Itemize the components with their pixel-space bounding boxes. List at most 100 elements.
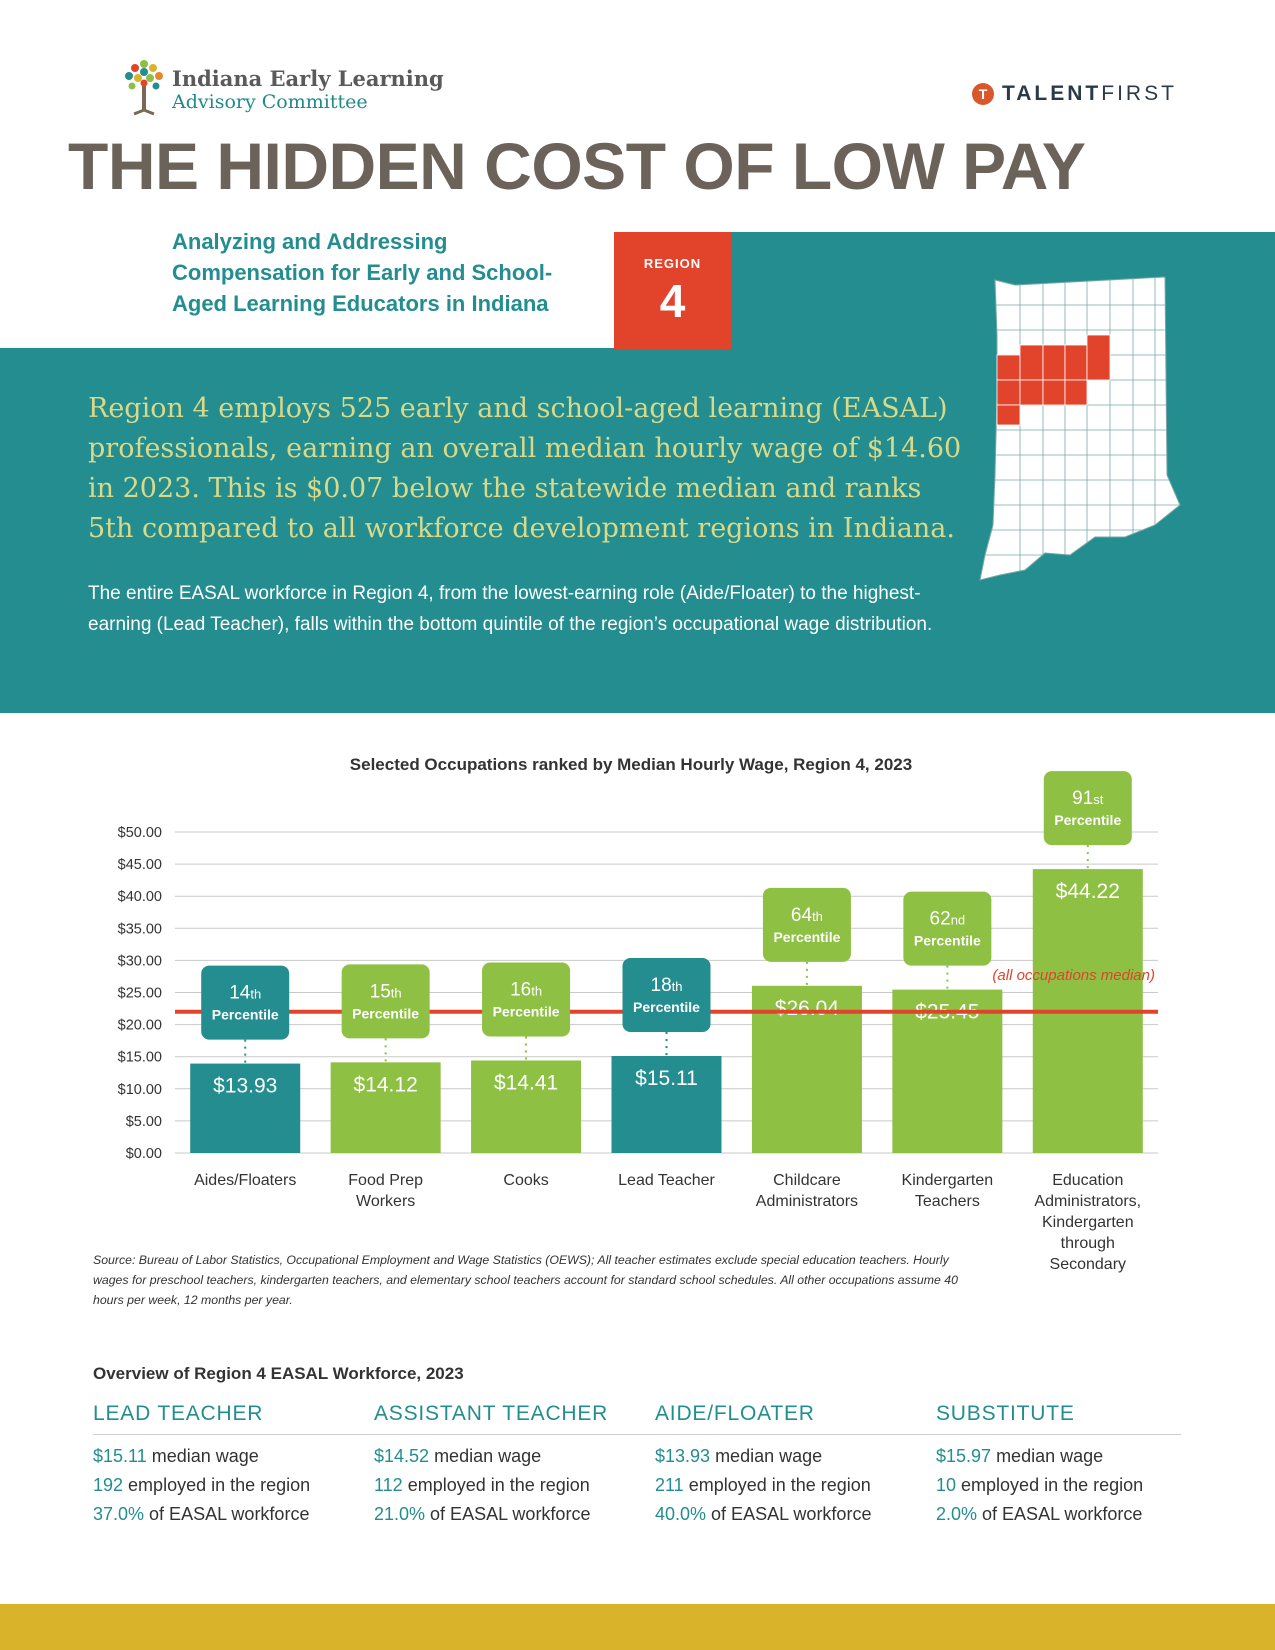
x-tick-label: Aides/Floaters [194, 1172, 296, 1189]
share-text: of EASAL workforce [977, 1504, 1143, 1524]
bar [190, 1063, 301, 1153]
employed-text: employed in the region [956, 1475, 1144, 1495]
percentile-rank: 62nd [930, 909, 966, 930]
percentile-callout [762, 887, 851, 962]
talentfirst-logo: T TALENTFIRST [972, 82, 1177, 106]
wage-value: $15.97 [936, 1446, 992, 1466]
percentile-callout [482, 962, 571, 1037]
y-tick-label: $15.00 [118, 1050, 162, 1066]
y-tick-label: $50.00 [118, 825, 162, 841]
percentile-callout [1043, 771, 1132, 846]
share-text: of EASAL workforce [706, 1504, 872, 1524]
region-number: 4 [659, 275, 686, 327]
wage-text: median wage [991, 1446, 1104, 1466]
bar [471, 1060, 582, 1153]
page-subtitle: Analyzing and Addressing Compensation fo… [172, 229, 553, 316]
tree-logo-icon [125, 60, 163, 116]
employed-text: employed in the region [402, 1475, 590, 1495]
percentile-word: Percentile [633, 999, 700, 1015]
share-value: 2.0% [936, 1504, 978, 1524]
percentile-callouts: 14th Percentile 15th Percentile 16th Percenti… [201, 771, 1132, 1064]
wage-value: $15.11 [93, 1446, 147, 1466]
bar [892, 989, 1003, 1153]
x-axis-labels: Aides/Floaters Food Prep Workers Cooks Lead … [194, 1172, 1141, 1273]
employed-value: 10 [936, 1475, 957, 1495]
overview-wage: $13.93 median wage [655, 1442, 935, 1471]
x-tick-label: Childcare Administrators [756, 1172, 858, 1210]
bar [611, 1055, 722, 1153]
percentile-rank: 16th [510, 979, 542, 1000]
bar-value-label: $44.22 [1056, 880, 1120, 903]
share-value: 40.0% [655, 1504, 707, 1524]
employed-value: 112 [374, 1475, 403, 1495]
x-tick-label: Education Administrators, Kindergarten thro… [1034, 1172, 1141, 1273]
wage-value: $13.93 [655, 1446, 711, 1466]
employed-text: employed in the region [683, 1475, 871, 1495]
bar-value-label: $14.41 [494, 1071, 558, 1094]
bar [330, 1062, 441, 1153]
chart-title: Selected Occupations ranked by Median Ho… [349, 755, 913, 774]
overview-employed: 211 employed in the region [655, 1471, 935, 1500]
overview-wage: $14.52 median wage [374, 1442, 654, 1471]
intro-lead-text: Region 4 employs 525 early and school-ag… [88, 393, 962, 544]
overview-employed: 112 employed in the region [374, 1471, 654, 1500]
percentile-rank: 64th [791, 905, 823, 926]
org-name-line1: Indiana Early Learning [172, 66, 444, 91]
reference-line-label: (all occupations median) [992, 967, 1155, 984]
percentile-rank: 18th [651, 975, 683, 996]
wage-text: median wage [429, 1446, 542, 1466]
indiana-map-icon [979, 276, 1181, 581]
bar-value-label: $14.12 [354, 1073, 418, 1096]
bar-value-label: $15.11 [635, 1067, 698, 1090]
overview-column-aide-floater: AIDE/FLOATER $13.93 median wage 211 empl… [655, 1402, 935, 1529]
share-text: of EASAL workforce [144, 1504, 310, 1524]
x-tick-label: Food Prep Workers [348, 1172, 423, 1210]
y-tick-label: $10.00 [118, 1082, 162, 1098]
overview-share: 37.0% of EASAL workforce [93, 1500, 373, 1529]
overview-heading: ASSISTANT TEACHER [374, 1402, 609, 1425]
percentile-word: Percentile [1054, 812, 1121, 828]
overview-column-lead-teacher: LEAD TEACHER $15.11 median wage 192 empl… [93, 1402, 373, 1529]
percentile-word: Percentile [493, 1003, 560, 1019]
y-tick-label: $30.00 [118, 953, 162, 969]
x-tick-label: Cooks [503, 1172, 548, 1189]
chart-bars: $13.93 $14.12 $14.41 $15.11$26.04 $25.45$44.… [190, 869, 1143, 1153]
overview-share: 21.0% of EASAL workforce [374, 1500, 654, 1529]
x-tick-label: Lead Teacher [618, 1172, 715, 1189]
percentile-word: Percentile [212, 1007, 279, 1023]
overview-share: 40.0% of EASAL workforce [655, 1500, 935, 1529]
y-tick-label: $25.00 [118, 986, 162, 1002]
percentile-callout [622, 957, 711, 1032]
region-label: REGION [643, 256, 702, 271]
org-name-line2: Advisory Committee [172, 91, 368, 113]
percentile-word: Percentile [352, 1005, 419, 1021]
y-axis-ticks: $0.00 $5.00 $10.00 $15.00 $20.00 $25.00 $30.00… [118, 825, 162, 1162]
overview-share: 2.0% of EASAL workforce [936, 1500, 1216, 1529]
bar-value-label: $13.93 [213, 1075, 277, 1098]
wage-text: median wage [146, 1446, 259, 1466]
percentile-word: Percentile [914, 933, 981, 949]
y-tick-label: $20.00 [118, 1018, 162, 1034]
share-value: 37.0% [93, 1504, 145, 1524]
employed-text: employed in the region [123, 1475, 311, 1495]
percentile-callout [903, 891, 992, 966]
employed-value: 211 [655, 1475, 684, 1495]
talentfirst-logo-icon: T [972, 83, 994, 105]
overview-heading: SUBSTITUTE [936, 1402, 1075, 1425]
y-tick-label: $35.00 [118, 921, 162, 937]
percentile-rank: 15th [370, 981, 402, 1002]
percentile-callout [201, 965, 290, 1040]
y-tick-label: $45.00 [118, 857, 162, 873]
overview-column-assistant-teacher: ASSISTANT TEACHER $14.52 median wage 112… [374, 1402, 654, 1529]
bar-value-label: $26.04 [775, 997, 840, 1020]
partner-brand: TALENTFIRST [1002, 82, 1177, 106]
partner-brand-bold: TALENT [1002, 82, 1102, 105]
x-tick-label: Kindergarten Teachers [902, 1172, 994, 1210]
overview-title: Overview of Region 4 EASAL Workforce, 20… [93, 1364, 464, 1383]
percentile-callout [341, 964, 430, 1039]
source-note: Source: Bureau of Labor Statistics, Occu… [93, 1253, 958, 1307]
intro-body-text: The entire EASAL workforce in Region 4, … [88, 583, 933, 635]
wage-text: median wage [710, 1446, 823, 1466]
overview-employed: 192 employed in the region [93, 1471, 373, 1500]
y-tick-label: $0.00 [126, 1146, 162, 1162]
